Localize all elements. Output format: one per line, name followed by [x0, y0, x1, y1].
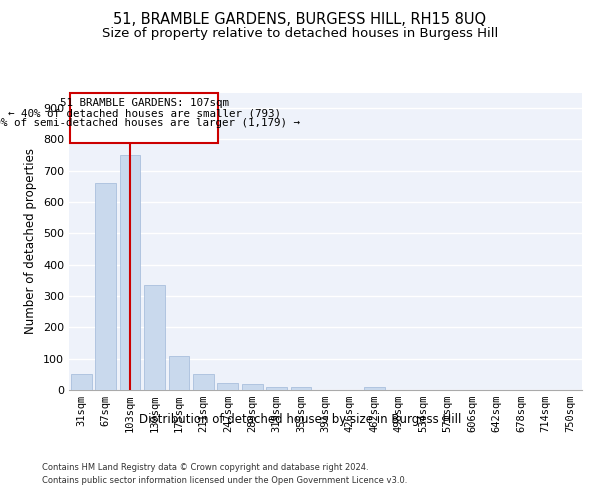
Bar — [71, 374, 92, 390]
Bar — [119, 155, 140, 390]
Bar — [364, 388, 385, 390]
Bar — [290, 388, 311, 390]
Text: Contains public sector information licensed under the Open Government Licence v3: Contains public sector information licen… — [42, 476, 407, 485]
Text: Size of property relative to detached houses in Burgess Hill: Size of property relative to detached ho… — [102, 28, 498, 40]
Bar — [95, 184, 116, 390]
Text: 51 BRAMBLE GARDENS: 107sqm: 51 BRAMBLE GARDENS: 107sqm — [59, 98, 229, 108]
Text: Contains HM Land Registry data © Crown copyright and database right 2024.: Contains HM Land Registry data © Crown c… — [42, 464, 368, 472]
Text: ← 40% of detached houses are smaller (793): ← 40% of detached houses are smaller (79… — [8, 108, 281, 118]
Bar — [193, 374, 214, 390]
Bar — [169, 356, 190, 390]
Text: 59% of semi-detached houses are larger (1,179) →: 59% of semi-detached houses are larger (… — [0, 118, 300, 128]
Bar — [266, 386, 287, 390]
Text: 51, BRAMBLE GARDENS, BURGESS HILL, RH15 8UQ: 51, BRAMBLE GARDENS, BURGESS HILL, RH15 … — [113, 12, 487, 28]
Bar — [217, 383, 238, 390]
Bar — [144, 285, 165, 390]
Text: Distribution of detached houses by size in Burgess Hill: Distribution of detached houses by size … — [139, 412, 461, 426]
FancyBboxPatch shape — [70, 93, 218, 142]
Y-axis label: Number of detached properties: Number of detached properties — [25, 148, 37, 334]
Bar — [242, 384, 263, 390]
